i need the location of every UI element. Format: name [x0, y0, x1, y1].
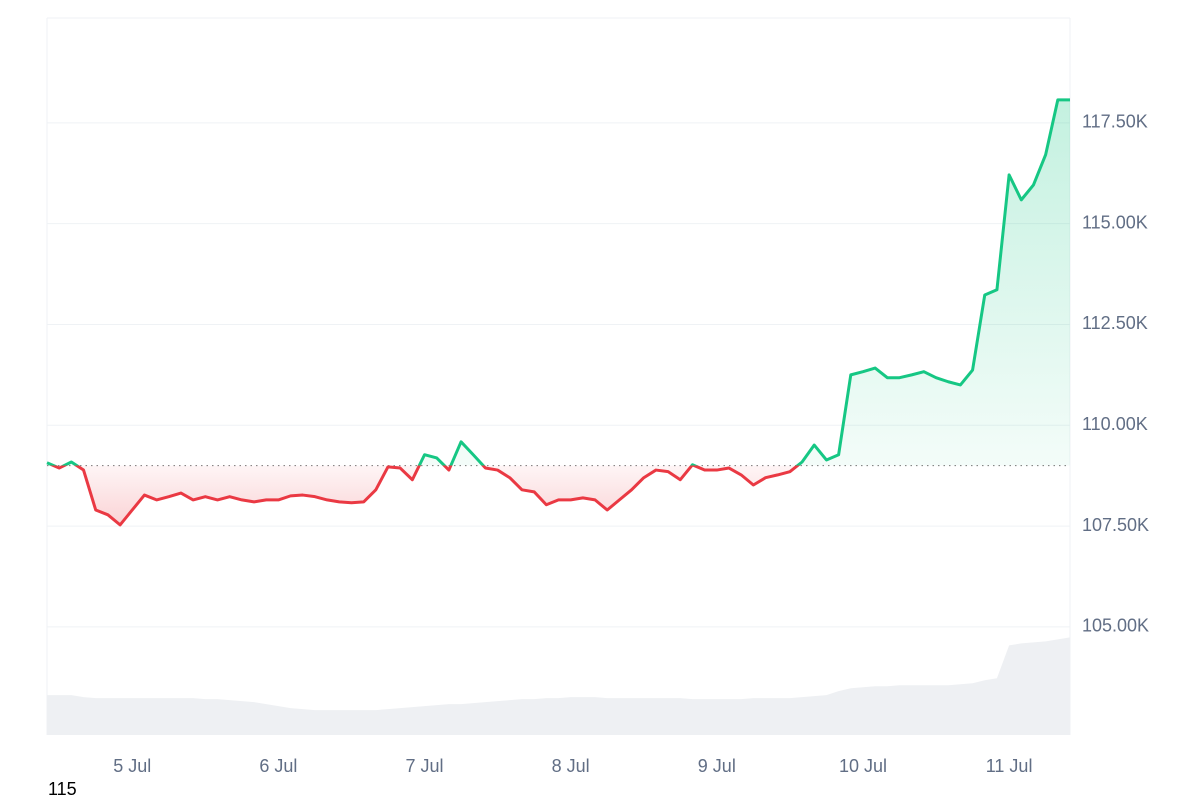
plot: 105.00K 107.50K 110.00K 112.50K 115.00K 117.5…: [46, 98, 1149, 776]
x-tick-label: 9 Jul: [698, 756, 736, 776]
y-tick-label: 112.50K: [1082, 313, 1148, 333]
y-tick-label: 117.50K: [1082, 112, 1148, 132]
x-tick-label: 10 Jul: [839, 756, 887, 776]
x-tick-label: 6 Jul: [259, 756, 297, 776]
y-tick-label: 115.00K: [1082, 212, 1148, 232]
y-tick-label: 105.00K: [1082, 616, 1149, 636]
x-tick-label: 11 Jul: [986, 756, 1033, 776]
y-tick-label: 107.50K: [1082, 515, 1149, 535]
x-tick-label: 8 Jul: [552, 756, 590, 776]
x-tick-label: 5 Jul: [113, 756, 151, 776]
price-area: [47, 99, 1070, 525]
footnote: 115: [48, 779, 77, 799]
price-line: [46, 98, 1070, 527]
volume-area: [47, 637, 1070, 735]
x-tick-label: 7 Jul: [406, 756, 444, 776]
y-tick-label: 110.00K: [1082, 414, 1148, 434]
